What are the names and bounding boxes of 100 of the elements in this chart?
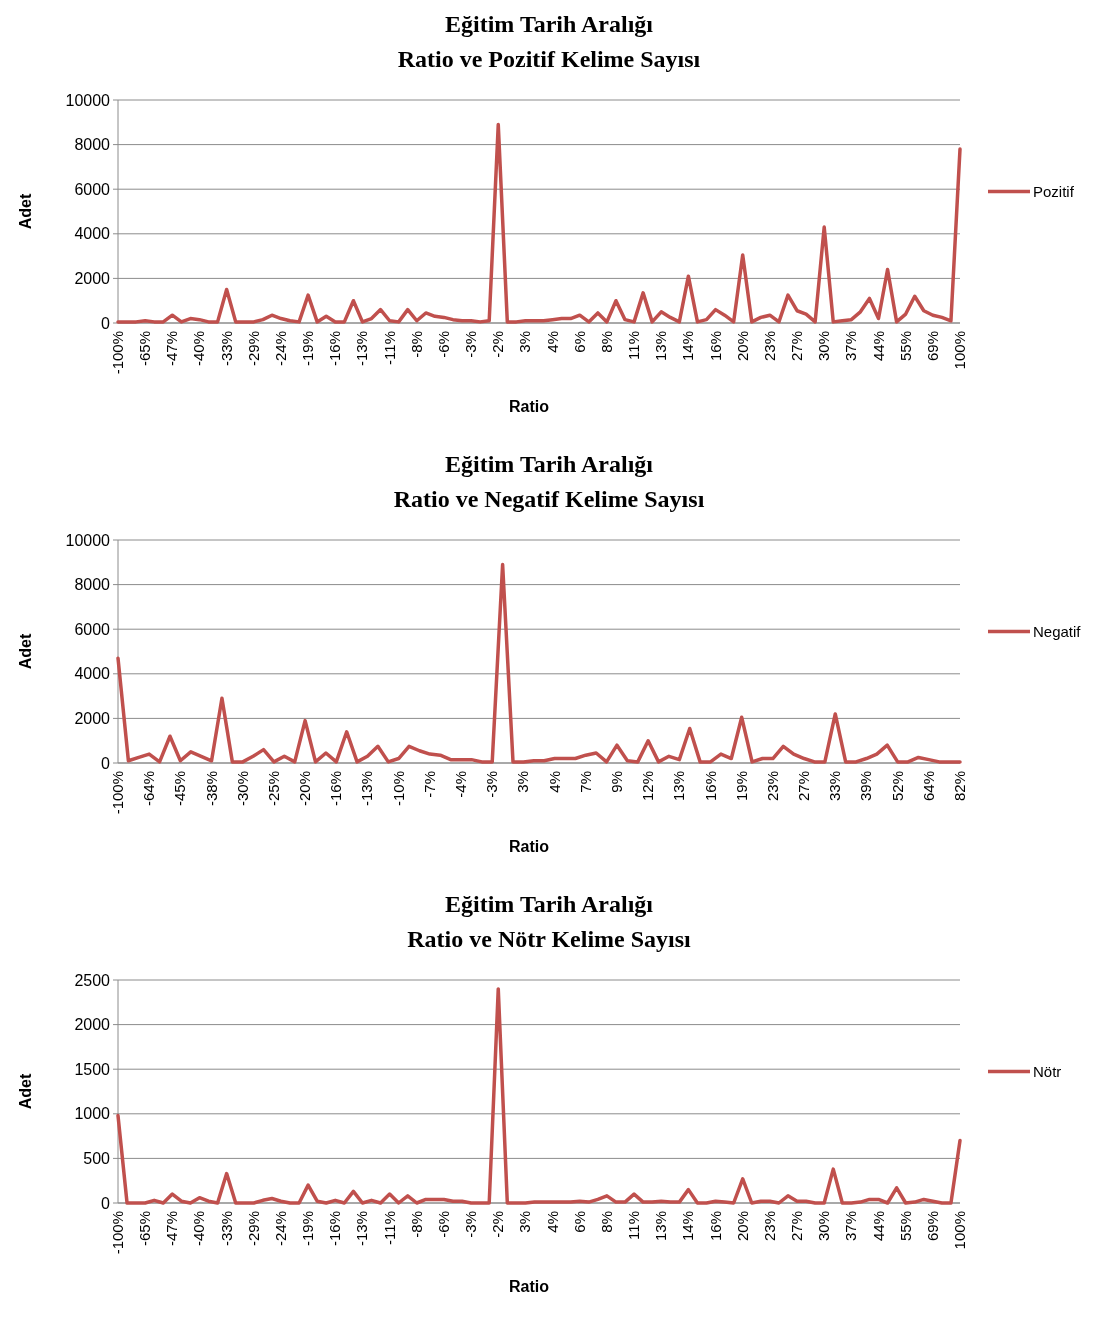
legend-label: Nötr (1033, 1062, 1062, 1080)
x-tick-label: 37% (842, 1211, 860, 1242)
x-tick-label: 64% (919, 771, 937, 802)
y-tick-label: 8000 (74, 136, 111, 154)
chart-title: Eğitim Tarih Aralığı (444, 11, 654, 37)
y-tick-label: 10000 (65, 531, 111, 549)
x-tick-label: -33% (217, 331, 235, 367)
legend-label: Pozitif (1033, 182, 1075, 200)
x-tick-label: 44% (869, 331, 887, 362)
x-tick-label: -6% (434, 1211, 452, 1238)
x-tick-label: 55% (896, 1211, 914, 1242)
x-tick-label: -25% (264, 771, 282, 807)
x-tick-label: -2% (489, 1211, 507, 1238)
chart-title: Eğitim Tarih Aralığı (444, 451, 654, 477)
x-tick-label: -20% (296, 771, 314, 807)
x-tick-label: 23% (763, 771, 781, 802)
x-tick-label: 27% (788, 1211, 806, 1242)
x-tick-label: 7% (576, 771, 594, 793)
y-tick-label: 2000 (74, 270, 111, 287)
x-tick-label: 39% (857, 771, 875, 802)
x-tick-label: 23% (760, 1211, 778, 1242)
x-tick-label: -16% (327, 771, 345, 807)
x-tick-label: 23% (760, 331, 778, 362)
x-tick-label: -24% (271, 331, 289, 367)
x-tick-label: -13% (353, 1211, 371, 1247)
x-tick-label: -19% (299, 331, 317, 367)
chart-subtitle: Ratio ve Pozitif Kelime Sayısı (397, 46, 701, 72)
y-tick-label: 2000 (74, 710, 111, 727)
x-tick-label: -4% (452, 771, 470, 798)
y-tick-label: 1000 (74, 1105, 111, 1123)
y-tick-label: 0 (101, 314, 111, 332)
x-tick-label: 19% (732, 771, 750, 802)
y-tick-label: 4000 (74, 225, 111, 243)
x-tick-label: -6% (434, 331, 452, 358)
x-tick-label: -13% (358, 771, 376, 807)
x-tick-label: 16% (701, 771, 719, 802)
x-tick-label: 20% (733, 1211, 751, 1242)
y-tick-label: 6000 (74, 180, 111, 198)
x-tick-label: 52% (888, 771, 906, 802)
y-tick-label: 6000 (74, 620, 111, 638)
x-tick-label: -100% (109, 1211, 126, 1255)
x-axis-title: Ratio (509, 1278, 550, 1295)
x-tick-label: -19% (299, 1211, 317, 1247)
x-tick-label: -16% (326, 331, 344, 367)
x-tick-label: 100% (951, 1211, 968, 1250)
chart-subtitle: Ratio ve Nötr Kelime Sayısı (407, 926, 692, 952)
x-tick-label: 27% (795, 771, 813, 802)
x-tick-label: 69% (923, 1211, 941, 1242)
chart-subtitle: Ratio ve Negatif Kelime Sayısı (393, 486, 705, 512)
x-tick-label: 4% (543, 1211, 561, 1233)
y-tick-label: 8000 (74, 576, 111, 594)
y-tick-label: 0 (101, 754, 111, 772)
x-tick-label: 33% (826, 771, 844, 802)
y-tick-label: 2000 (74, 1016, 111, 1034)
x-tick-label: -100% (109, 771, 126, 815)
y-tick-label: 500 (83, 1150, 111, 1167)
x-axis-title: Ratio (509, 838, 550, 855)
x-tick-label: -3% (462, 1211, 480, 1238)
x-tick-label: -16% (326, 1211, 344, 1247)
x-tick-label: -47% (163, 331, 181, 367)
x-tick-label: 100% (951, 331, 968, 370)
x-tick-label: -29% (244, 1211, 262, 1247)
x-tick-label: 44% (869, 1211, 887, 1242)
x-axis-title: Ratio (509, 398, 550, 415)
y-tick-label: 4000 (74, 665, 111, 683)
x-tick-label: 9% (607, 771, 625, 793)
x-tick-label: -47% (163, 1211, 181, 1247)
x-tick-label: 13% (652, 331, 670, 362)
x-tick-label: -29% (244, 331, 262, 367)
y-tick-label: 2500 (74, 971, 111, 989)
x-tick-label: 3% (516, 331, 534, 353)
x-tick-label: 11% (625, 331, 643, 360)
x-tick-label: 14% (679, 1211, 697, 1242)
x-tick-label: -65% (136, 1211, 154, 1247)
x-tick-label: 6% (570, 1211, 588, 1233)
x-tick-label: -30% (233, 771, 251, 807)
chart-title: Eğitim Tarih Aralığı (444, 891, 654, 917)
x-tick-label: 4% (543, 331, 561, 353)
x-tick-label: 20% (733, 331, 751, 362)
x-tick-label: -7% (420, 771, 438, 798)
x-tick-label: -40% (190, 1211, 208, 1247)
x-tick-label: 30% (815, 1211, 833, 1242)
x-tick-label: -45% (171, 771, 189, 807)
x-tick-label: 82% (951, 771, 968, 802)
y-tick-label: 0 (101, 1194, 111, 1212)
y-axis-title: Adet (17, 1073, 34, 1110)
x-tick-label: 13% (670, 771, 688, 802)
x-tick-label: -11% (380, 331, 398, 365)
x-tick-label: -65% (136, 331, 154, 367)
x-tick-label: 37% (842, 331, 860, 362)
x-tick-label: 11% (625, 1211, 643, 1240)
y-tick-label: 1500 (74, 1060, 111, 1078)
x-tick-label: -33% (217, 1211, 235, 1247)
x-tick-label: -100% (109, 331, 126, 375)
x-tick-label: 30% (815, 331, 833, 362)
y-axis-title: Adet (17, 193, 34, 230)
x-tick-label: -8% (407, 1211, 425, 1238)
legend-label: Negatif (1033, 622, 1082, 640)
x-tick-label: -10% (389, 771, 407, 807)
x-tick-label: 13% (652, 1211, 670, 1242)
